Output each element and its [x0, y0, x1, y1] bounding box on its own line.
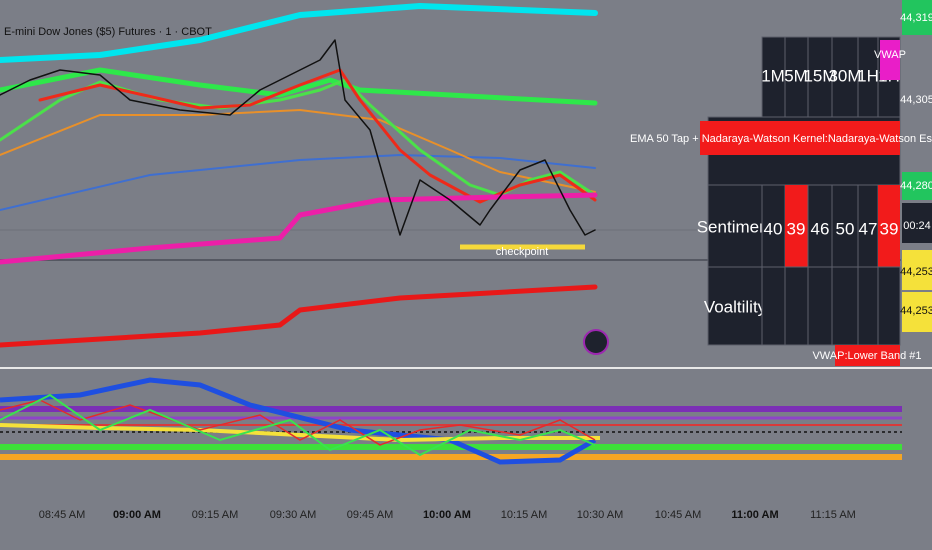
- time-label: 11:00 AM: [731, 509, 778, 521]
- row-label: Voaltility: [704, 297, 767, 316]
- time-label: 10:15 AM: [501, 509, 547, 521]
- lower-band-bg: [835, 345, 900, 366]
- cell: [831, 36, 859, 118]
- time-label: 09:45 AM: [347, 509, 393, 521]
- time-label: 10:00 AM: [423, 509, 471, 521]
- time-label: 09:00 AM: [113, 509, 161, 521]
- time-label: 10:45 AM: [655, 509, 701, 521]
- cell: [784, 266, 809, 346]
- cell: [761, 266, 786, 346]
- sentiment: 50: [836, 219, 855, 238]
- timeframe: 30M: [828, 66, 861, 85]
- price-label: 44,319: [900, 12, 932, 24]
- cell: [831, 266, 859, 346]
- sentiment: 39: [880, 219, 899, 238]
- indicator-label: EMA 50 Tap + Nadaraya-Watson Kernel:Nada…: [630, 133, 932, 145]
- checkpoint-label: checkpoint: [496, 246, 549, 258]
- sentiment: 40: [764, 219, 783, 238]
- price-label: 44,253: [900, 266, 932, 278]
- price-tag: [902, 0, 932, 35]
- cell: [707, 184, 763, 268]
- time-label: 11:15 AM: [810, 509, 856, 521]
- indicator-lines: [0, 3, 901, 348]
- cell: [831, 184, 859, 268]
- sentiment: 46: [811, 219, 830, 238]
- price-label: 44,253: [900, 305, 932, 317]
- indicator-label-bg: [700, 121, 900, 155]
- timeframe-table: 1M 5M 15M 30M 1H 1H EMA 50 Tap + Nadaray…: [630, 36, 932, 366]
- cell: [878, 185, 900, 267]
- sentiment: 39: [787, 219, 806, 238]
- time-label: 09:15 AM: [192, 509, 238, 521]
- cell: [877, 266, 901, 346]
- price-tag: [902, 250, 932, 290]
- price-label: 44,305: [900, 94, 932, 106]
- time-label: 08:45 AM: [39, 509, 85, 521]
- countdown-tag: [902, 203, 932, 243]
- time-label: 10:30 AM: [577, 509, 623, 521]
- cell: [785, 185, 808, 267]
- vwap-label: VWAP: [874, 49, 906, 61]
- oscillator-lines: [0, 377, 902, 465]
- sentiment: 47: [859, 219, 878, 238]
- cell: [807, 184, 833, 268]
- time-axis: 08:45 AM 09:00 AM 09:15 AM 09:30 AM 09:4…: [39, 509, 856, 521]
- cell: [857, 266, 879, 346]
- timeframe: 1H: [857, 66, 879, 85]
- timeframe: 5M: [784, 66, 808, 85]
- price-tag: [902, 172, 932, 200]
- timeframe: 1M: [761, 66, 785, 85]
- countdown: 00:24: [903, 220, 931, 232]
- symbol-title: E-mini Dow Jones ($5) Futures · 1 · CBOT: [4, 26, 212, 38]
- alert-icon[interactable]: [583, 329, 609, 355]
- vwap-tag: [880, 40, 900, 80]
- price-tag: [902, 292, 932, 332]
- timeframe: 15M: [803, 66, 836, 85]
- time-label: 09:30 AM: [270, 509, 316, 521]
- price-label: 44,280: [900, 180, 932, 192]
- cell: [707, 266, 763, 346]
- cell: [807, 266, 833, 346]
- row-label: Sentiment: [697, 217, 774, 236]
- lower-band-label: VWAP:Lower Band #1: [812, 350, 921, 362]
